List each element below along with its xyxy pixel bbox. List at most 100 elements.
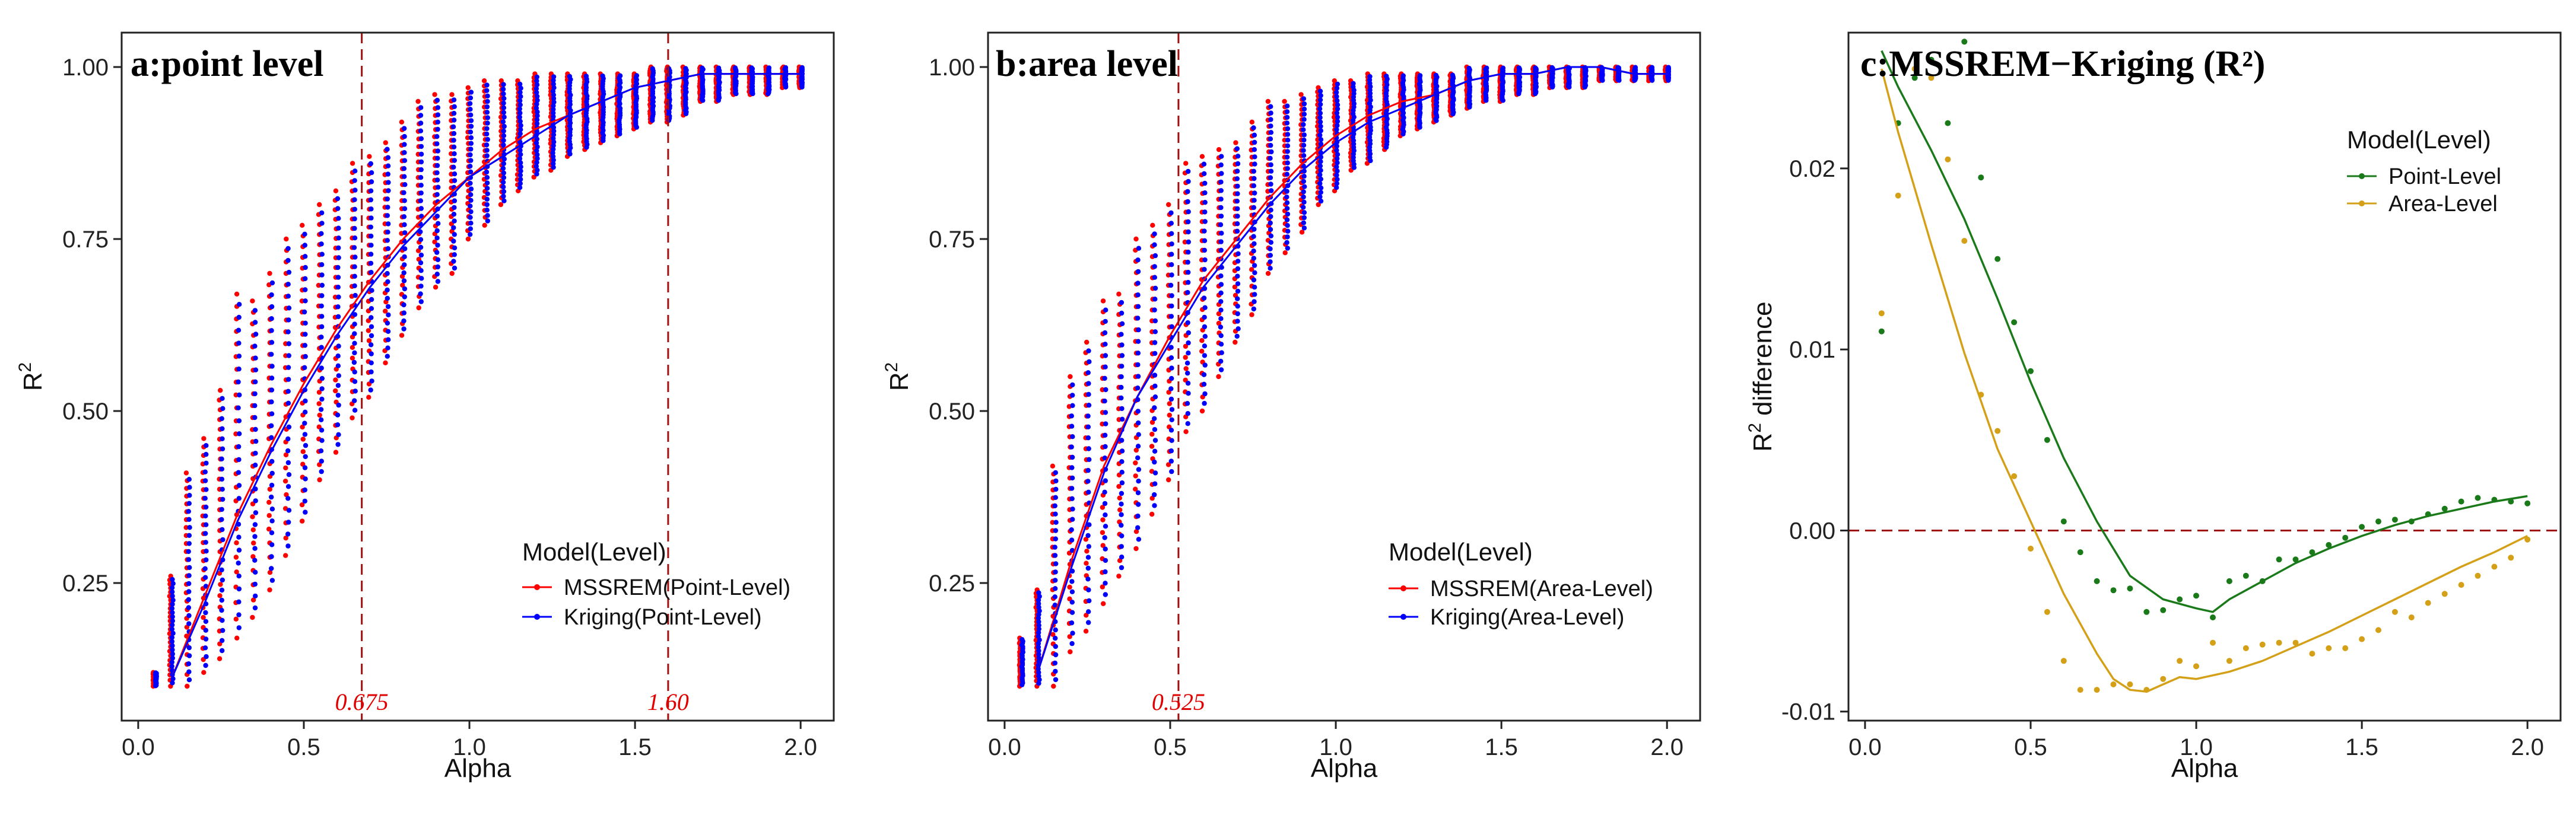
- panel-a-kriging-point: [385, 246, 391, 251]
- panel-a-mssrem-point: [433, 285, 439, 290]
- panel-a-kriging-point: [402, 262, 407, 267]
- panel-b-kriging-point: [1136, 420, 1141, 426]
- panel-a-kriging-point: [236, 367, 242, 372]
- panel-a-kriging-point: [517, 81, 523, 87]
- panel-b-kriging-point: [1285, 138, 1291, 143]
- panel-a-kriging-point: [302, 432, 308, 437]
- panel-a-kriging-point: [237, 431, 242, 437]
- panel-a-kriging-point: [418, 284, 424, 289]
- panel-a-kriging-point: [434, 192, 440, 198]
- panel-a-point-column: [233, 291, 242, 641]
- panel-a-kriging-point: [452, 252, 457, 257]
- panel-a-kriging-point: [501, 95, 507, 101]
- panel-a-kriging-point: [169, 664, 174, 669]
- panel-a-point-column: [465, 85, 474, 242]
- panel-a-mssrem-point: [316, 401, 322, 406]
- panel-b-kriging-point: [1119, 533, 1125, 539]
- panel-a-kriging-point: [369, 360, 374, 365]
- panel-a-kriging-point: [452, 265, 458, 271]
- panel-c-title: c:MSSREM−Kriging (R²): [1860, 44, 2265, 84]
- panel-a-xtick-label-2: 1.0: [453, 734, 486, 760]
- panel-a-kriging-point: [220, 527, 225, 533]
- panel-b-kriging-point: [1119, 480, 1125, 486]
- panel-b-kriging-point: [1136, 479, 1141, 484]
- panel-b-kriging-point: [1136, 327, 1141, 333]
- panel-b-point-column: [1331, 78, 1341, 193]
- panel-a-kriging-point: [484, 148, 490, 153]
- panel-a-point-column: [366, 154, 374, 400]
- panel-c-area-level-point: [1928, 75, 1935, 81]
- panel-b-mssrem-point: [1331, 114, 1337, 120]
- panel-b-kriging-point: [1119, 364, 1125, 369]
- panel-a-kriging-point: [369, 333, 374, 339]
- panel-b-kriging-point: [1268, 181, 1273, 187]
- panel-b-mssrem-point: [1183, 161, 1189, 166]
- panel-b-kriging-point: [1268, 233, 1274, 238]
- panel-b-kriging-point: [1069, 486, 1075, 491]
- panel-a-kriging-point: [583, 74, 589, 79]
- panel-a-kriging-point: [401, 278, 407, 284]
- panel-a-kriging-point: [732, 65, 738, 71]
- panel-b-kriging-point: [1268, 104, 1273, 109]
- panel-b-point-column: [1249, 119, 1257, 317]
- panel-b-kriging-point: [1085, 435, 1091, 441]
- panel-b-kriging-point: [1168, 428, 1174, 433]
- panel-b-mssrem-point: [1282, 98, 1287, 104]
- panel-a-kriging-point: [683, 66, 688, 71]
- panel-a-kriging-point: [385, 146, 390, 152]
- panel-a-kriging-point: [385, 287, 390, 293]
- panel-b-kriging-point: [1069, 496, 1075, 501]
- panel-b-kriging-point: [1169, 272, 1174, 278]
- panel-a-kriging-point: [534, 117, 540, 122]
- panel-a-kriging-point: [385, 196, 390, 202]
- panel-a-kriging-point: [336, 235, 341, 241]
- panel-b-kriging-point: [1135, 409, 1141, 414]
- panel-a-kriging-point: [186, 605, 192, 610]
- panel-b-mssrem-point: [1050, 463, 1056, 469]
- panel-b-kriging-point: [1301, 127, 1306, 132]
- panel-a-kriging-point: [236, 470, 242, 475]
- panel-b-kriging-point: [1168, 314, 1174, 319]
- panel-c-point-level-point: [2375, 518, 2381, 525]
- panel-b-kriging-point: [1036, 652, 1041, 657]
- panel-a-kriging-point: [220, 577, 225, 583]
- panel-b-kriging-point: [1251, 205, 1256, 211]
- panel-c-ytick-label-3: 0.02: [1789, 156, 1835, 182]
- panel-b-xtick-label-1: 0.5: [1154, 734, 1187, 760]
- panel-c-legend-area: Area-Level: [2388, 192, 2498, 216]
- panel-c-area-level-point: [2077, 687, 2083, 693]
- panel-b-kriging-point: [1119, 512, 1124, 517]
- panel-a-mssrem-point: [299, 502, 305, 508]
- panel-a-kriging-point: [319, 335, 324, 340]
- panel-b-kriging-point: [1119, 321, 1125, 326]
- panel-a-kriging-point: [319, 303, 324, 309]
- panel-a-kriging-point: [551, 92, 556, 98]
- panel-a-mssrem-point: [449, 270, 455, 276]
- panel-a-kriging-point: [186, 661, 192, 667]
- panel-a-kriging-point: [336, 245, 341, 251]
- panel-b-mssrem-point: [1199, 338, 1205, 343]
- panel-a-kriging-point: [418, 260, 424, 266]
- panel-a-kriging-point: [418, 105, 424, 110]
- panel-b-kriging-point: [1317, 181, 1323, 186]
- panel-a-kriging-point: [716, 65, 722, 71]
- panel-a-kriging-point: [485, 191, 490, 196]
- panel-b-kriging-point: [1301, 174, 1307, 179]
- panel-a-kriging-point: [236, 625, 242, 630]
- panel-a-mssrem-point: [350, 345, 355, 350]
- panel-b-kriging-point: [1218, 162, 1224, 168]
- panel-a-kriging-point: [534, 148, 539, 154]
- panel-b-kriging-point: [1252, 285, 1257, 290]
- panel-a-kriging-point: [170, 601, 175, 607]
- panel-a-kriging-point: [401, 214, 407, 219]
- panel-a-kriging-point: [369, 315, 374, 320]
- panel-a-kriging-point: [418, 237, 424, 243]
- panel-a-legend: Model(Level) MSSREM(Point-Level) Kriging…: [522, 538, 790, 630]
- panel-a-mssrem-point: [185, 683, 190, 689]
- panel-b-kriging-point: [1218, 342, 1224, 347]
- panel-b-kriging-point: [1069, 413, 1075, 419]
- panel-b-ytick-label-3: 1.00: [929, 55, 975, 81]
- panel-b-kriging-point: [1053, 561, 1059, 566]
- panel-a-mssrem-point: [300, 222, 305, 228]
- panel-a-xlabel: Alpha: [444, 754, 512, 783]
